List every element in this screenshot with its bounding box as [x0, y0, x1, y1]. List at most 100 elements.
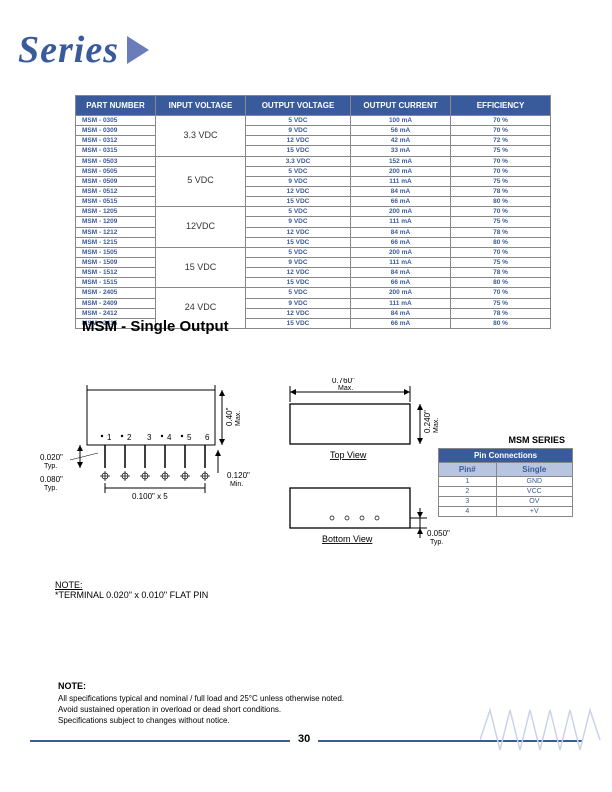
page-number: 30 [290, 733, 318, 745]
cell-ef: 78 % [451, 227, 551, 237]
table-row: MSM - 2409 9 VDC111 mA75 % [76, 298, 551, 308]
cell-oc: 42 mA [351, 136, 451, 146]
cell-ov: 9 VDC [246, 217, 351, 227]
cell-oc: 66 mA [351, 318, 451, 328]
pin-connections-block: MSM SERIES Pin Connections Pin# Single 1… [438, 435, 573, 517]
pin-cell: +V [496, 507, 572, 517]
cell-ef: 70 % [451, 126, 551, 136]
cell-partnumber: MSM - 0512 [76, 186, 156, 196]
cell-partnumber: MSM - 2409 [76, 298, 156, 308]
pin-label: 6 [205, 433, 210, 442]
table-row: MSM - 05055 VDC200 mA70 % [76, 166, 551, 176]
cell-ov: 12 VDC [246, 268, 351, 278]
cell-ef: 72 % [451, 136, 551, 146]
cell-partnumber: MSM - 0505 [76, 166, 156, 176]
table-row: MSM - 03053.3 VDC5 VDC100 mA70 % [76, 116, 551, 126]
cell-partnumber: MSM - 1209 [76, 217, 156, 227]
table-row: MSM - 121212 VDC84 mA78 % [76, 227, 551, 237]
footnote-line: All specifications typical and nominal /… [58, 693, 344, 704]
pin-table: Pin Connections Pin# Single 1GND2VCC3OV4… [438, 448, 573, 517]
table-row: MSM - 031212 VDC42 mA72 % [76, 136, 551, 146]
pin-header: Pin Connections [439, 449, 573, 463]
cell-ef: 70 % [451, 166, 551, 176]
th-inputvoltage: INPUT VOLTAGE [156, 96, 246, 116]
pin-row: 2VCC [439, 487, 573, 497]
cell-oc: 66 mA [351, 237, 451, 247]
cell-oc: 200 mA [351, 207, 451, 217]
table-row: MSM - 120512VDC5 VDC200 mA70 % [76, 207, 551, 217]
cell-ef: 70 % [451, 116, 551, 126]
cell-ef: 70 % [451, 247, 551, 257]
spec-table-head: PART NUMBER INPUT VOLTAGE OUTPUT VOLTAGE… [76, 96, 551, 116]
cell-partnumber: MSM - 1512 [76, 268, 156, 278]
th-partnumber: PART NUMBER [76, 96, 156, 116]
footnote-line: Specifications subject to changes withou… [58, 715, 344, 726]
pin-cell: 1 [439, 477, 497, 487]
th-efficiency: EFFICIENCY [451, 96, 551, 116]
cell-oc: 84 mA [351, 186, 451, 196]
cell-ov: 5 VDC [246, 288, 351, 298]
cell-partnumber: MSM - 0315 [76, 146, 156, 156]
table-row: MSM - 05035 VDC3.3 VDC152 mA70 % [76, 156, 551, 166]
cell-oc: 200 mA [351, 288, 451, 298]
cell-oc: 100 mA [351, 116, 451, 126]
cell-ov: 15 VDC [246, 146, 351, 156]
cell-partnumber: MSM - 0312 [76, 136, 156, 146]
cell-oc: 152 mA [351, 156, 451, 166]
pin-row: 1GND [439, 477, 573, 487]
cell-partnumber: MSM - 1509 [76, 257, 156, 267]
pin-series-title: MSM SERIES [438, 435, 573, 445]
pin-cell: OV [496, 497, 572, 507]
table-row: MSM - 15099 VDC111 mA75 % [76, 257, 551, 267]
cell-ef: 75 % [451, 298, 551, 308]
th-outputcurrent: OUTPUT CURRENT [351, 96, 451, 116]
table-row: MSM - 05099 VDC111 mA75 % [76, 176, 551, 186]
series-title: Series [18, 28, 119, 72]
cell-partnumber: MSM - 0515 [76, 197, 156, 207]
dim-label: Max. [235, 411, 242, 426]
table-row: MSM - 150515 VDC5 VDC200 mA70 % [76, 247, 551, 257]
bottom-view: 0.050" Typ. Bottom View [290, 488, 450, 546]
table-row: MSM - 051515 VDC66 mA80 % [76, 197, 551, 207]
cell-ef: 70 % [451, 288, 551, 298]
pin-label: 2 [127, 433, 132, 442]
cell-oc: 111 mA [351, 176, 451, 186]
cell-oc: 33 mA [351, 146, 451, 156]
cell-ov: 12 VDC [246, 186, 351, 196]
dim-label: 0.240" [423, 410, 432, 433]
cell-oc: 200 mA [351, 166, 451, 176]
squiggle-icon [480, 700, 610, 760]
cell-ov: 15 VDC [246, 318, 351, 328]
cell-oc: 84 mA [351, 268, 451, 278]
cell-partnumber: MSM - 1515 [76, 278, 156, 288]
pin-cell: 4 [439, 507, 497, 517]
table-row: MSM - 12099 VDC111 mA75 % [76, 217, 551, 227]
pin-label: 5 [187, 433, 192, 442]
note-head: NOTE: [55, 580, 83, 590]
cell-partnumber: MSM - 1205 [76, 207, 156, 217]
pin-row: 4+V [439, 507, 573, 517]
cell-ef: 75 % [451, 217, 551, 227]
footnote: NOTE: All specifications typical and nom… [58, 680, 344, 726]
dim-label: Typ. [44, 485, 57, 492]
dim-label: Typ. [430, 539, 443, 546]
pin-label: 1 [107, 433, 112, 442]
pin-cell: VCC [496, 487, 572, 497]
table-row: MSM - 03099 VDC56 mA70 % [76, 126, 551, 136]
pin-label: 4 [167, 433, 172, 442]
cell-ov: 9 VDC [246, 298, 351, 308]
cell-ov: 12 VDC [246, 227, 351, 237]
cell-ef: 80 % [451, 237, 551, 247]
top-view: 0.760" Max. 0.240" Max. Top View [290, 378, 440, 460]
dim-label: Max. [338, 385, 353, 392]
cell-oc: 111 mA [351, 298, 451, 308]
cell-partnumber: MSM - 0503 [76, 156, 156, 166]
cell-ov: 5 VDC [246, 247, 351, 257]
cell-ef: 78 % [451, 186, 551, 196]
arrow-icon [127, 36, 149, 64]
dim-label: 0.050" [427, 529, 450, 538]
table-row: MSM - 240524 VDC5 VDC200 mA70 % [76, 288, 551, 298]
cell-inputvoltage: 15 VDC [156, 247, 246, 288]
cell-ef: 70 % [451, 207, 551, 217]
cell-ov: 15 VDC [246, 237, 351, 247]
